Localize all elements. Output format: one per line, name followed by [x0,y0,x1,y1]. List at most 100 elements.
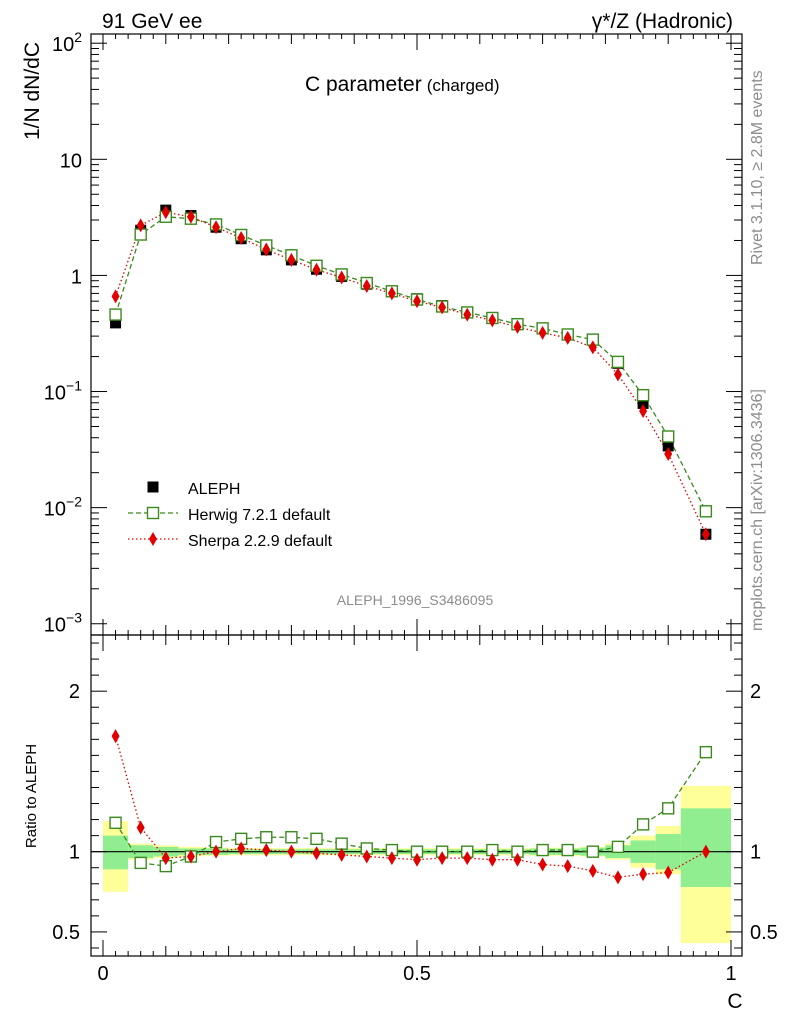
data-point [136,218,145,233]
data-point [387,286,396,301]
data-point [312,262,321,277]
rivet-version-label: Rivet 3.1.10, ≥ 2.8M events [749,70,766,265]
data-point [285,831,298,844]
data-point [186,209,195,224]
data-point [237,841,246,856]
data-point [561,843,574,857]
y-tick-label: 1 [69,842,80,864]
data-point [662,802,675,815]
data-point [463,307,472,322]
legend-label: Sherpa 2.2.9 default [188,533,333,550]
data-point [147,481,159,493]
data-point [134,856,147,870]
data-point [312,846,321,861]
data-point [109,308,122,321]
data-point [701,527,710,542]
data-point [488,313,497,328]
data-point [563,330,572,345]
data-point [111,289,120,304]
data-point [161,205,170,220]
x-axis-label: C [727,990,742,1013]
data-point [662,440,674,452]
upper-y-axis-label: 1/N dN/dC [21,42,44,140]
data-point [613,367,622,382]
data-point [337,270,346,285]
data-point [212,220,221,235]
data-point [335,837,348,850]
data-point [262,843,271,858]
data-point [362,279,371,294]
upper-axis-ticks: 10−3 10−2 10−1 1 10 102 [44,29,742,637]
plot-title-sub: (charged) [427,76,500,95]
data-point [463,851,472,866]
data-point [538,325,547,340]
data-point [513,852,522,867]
data-point [413,852,421,867]
y-tick-label-right: 0.5 [750,922,778,944]
upper-series-markers [109,204,713,542]
legend-label: Herwig 7.2.1 default [188,507,331,524]
data-point [536,843,549,857]
data-point [260,831,273,844]
data-point [636,388,650,402]
data-point [146,506,160,520]
data-point [637,397,649,409]
legend: ALEPH Herwig 7.2.1 default Sherpa 2.2.9 de… [128,481,333,550]
y-tick-label-right: 2 [750,681,761,703]
data-point [613,870,622,885]
data-point [287,844,296,859]
data-point [362,849,371,864]
y-tick-label: 2 [69,681,80,703]
data-point [149,532,157,546]
y-tick-label: 10−2 [44,494,82,521]
data-point [337,847,346,862]
data-point [111,729,120,744]
data-point [161,851,170,866]
y-tick-label: 102 [52,29,82,56]
data-point [611,355,625,369]
band-inner [103,835,129,870]
data-point [699,745,713,759]
y-tick-label: 1 [71,266,82,288]
plot-title-main: C parameter [305,73,422,96]
data-point [611,840,625,854]
data-point [538,857,547,872]
x-tick-label: 0 [97,963,108,985]
data-point [664,446,673,461]
data-point [639,867,648,882]
ratio-series-markers [109,729,713,885]
data-point [488,852,497,867]
data-point [109,816,122,829]
lower-axis-ticks: 0 0.5 1 0.5 0.5 1 1 2 2 [52,635,778,985]
lower-frame [90,634,743,957]
data-point [136,820,145,835]
mcplots-label: mcplots.cern.ch [arXiv:1306.3436] [749,389,766,631]
series-line [114,735,707,879]
data-point [513,319,522,334]
data-point [588,863,597,878]
data-point [563,859,572,874]
data-point [387,851,396,866]
data-point [186,849,195,864]
data-point [438,300,447,315]
data-point [586,845,600,858]
uncertainty-bands [90,634,743,957]
y-tick-label-right: 1 [750,842,761,864]
data-point [212,844,221,859]
y-tick-label: 10−3 [44,610,82,637]
data-point [588,340,597,355]
y-tick-label: 10−1 [44,378,82,405]
y-tick-label: 0.5 [52,922,80,944]
data-point [287,252,296,267]
x-tick-label: 1 [725,963,736,985]
header-right: γ*/Z (Hadronic) [592,10,733,33]
ratio-y-axis-label: Ratio to ALEPH [23,744,40,848]
data-point [237,231,246,246]
data-point [701,844,710,859]
data-point [438,851,447,866]
x-tick-label: 0.5 [403,963,431,985]
data-point [636,818,650,831]
data-point [639,403,648,418]
data-point [413,294,421,309]
